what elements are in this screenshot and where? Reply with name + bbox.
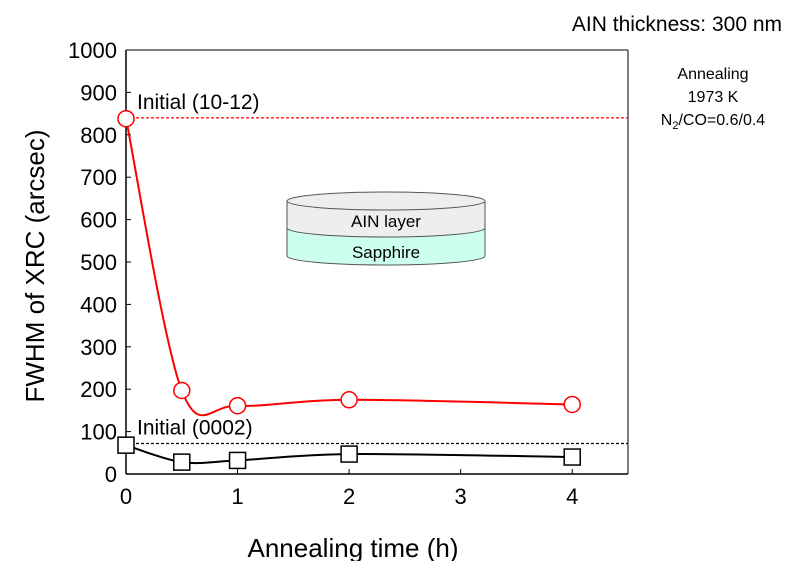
x-tick-label: 1 xyxy=(231,484,243,509)
annealing-condition-line1: Annealing xyxy=(677,66,748,83)
y-tick-label: 400 xyxy=(80,292,117,317)
data-point-circle xyxy=(563,395,581,414)
y-tick-label: 300 xyxy=(80,335,117,360)
data-point-circle xyxy=(117,109,135,128)
data-point-circle xyxy=(173,381,191,400)
aln-layer-label: AIN layer xyxy=(351,212,421,231)
annealing-condition-gas: N2/CO=0.6/0.4 xyxy=(661,112,766,132)
y-tick-label: 200 xyxy=(80,377,117,402)
gas-suffix: /CO=0.6/0.4 xyxy=(678,112,765,129)
gas-subscript: 2 xyxy=(672,120,678,132)
gas-prefix: N xyxy=(661,112,673,129)
y-tick-label: 600 xyxy=(80,208,117,233)
data-point-square xyxy=(340,445,358,463)
y-tick-label: 500 xyxy=(80,250,117,275)
layer-schematic: AIN layer Sapphire xyxy=(286,191,486,266)
y-tick-label: 0 xyxy=(105,462,117,487)
sapphire-layer-label: Sapphire xyxy=(352,243,420,262)
reference-lines: Initial (10-12) Initial (0002) xyxy=(126,91,628,445)
x-tick-label: 4 xyxy=(566,484,578,509)
annealing-condition-line2: 1973 K xyxy=(688,89,739,106)
thickness-note: AIN thickness: 300 nm xyxy=(572,13,782,36)
data-point-square xyxy=(117,436,135,454)
y-tick-label: 800 xyxy=(80,123,117,148)
data-point-circle xyxy=(340,391,358,409)
data-point-square xyxy=(173,453,191,471)
y-tick-label: 900 xyxy=(80,80,117,105)
data-point-square xyxy=(228,451,247,470)
data-point-square xyxy=(563,448,581,466)
series-line-circle xyxy=(125,118,573,417)
x-ticks: 0 1 2 3 4 xyxy=(120,469,578,509)
x-tick-label: 2 xyxy=(343,484,355,509)
x-axis-label: Annealing time (h) xyxy=(248,533,459,561)
aln-layer xyxy=(286,200,486,238)
data-series xyxy=(117,109,581,471)
data-point-circle xyxy=(228,396,247,415)
sapphire-layer xyxy=(286,227,486,266)
reference-line-label: Initial (0002) xyxy=(137,416,253,439)
y-axis-label: FWHM of XRC (arcsec) xyxy=(20,130,50,403)
y-tick-label: 1000 xyxy=(68,38,117,63)
aln-layer-top xyxy=(286,191,486,211)
x-tick-label: 0 xyxy=(120,484,132,509)
y-tick-label: 100 xyxy=(80,420,117,445)
reference-line-label: Initial (10-12) xyxy=(137,91,260,114)
x-tick-label: 3 xyxy=(455,484,467,509)
y-ticks: 0 100 200 300 400 500 600 700 800 900 1000 xyxy=(68,38,131,487)
y-tick-label: 700 xyxy=(80,165,117,190)
